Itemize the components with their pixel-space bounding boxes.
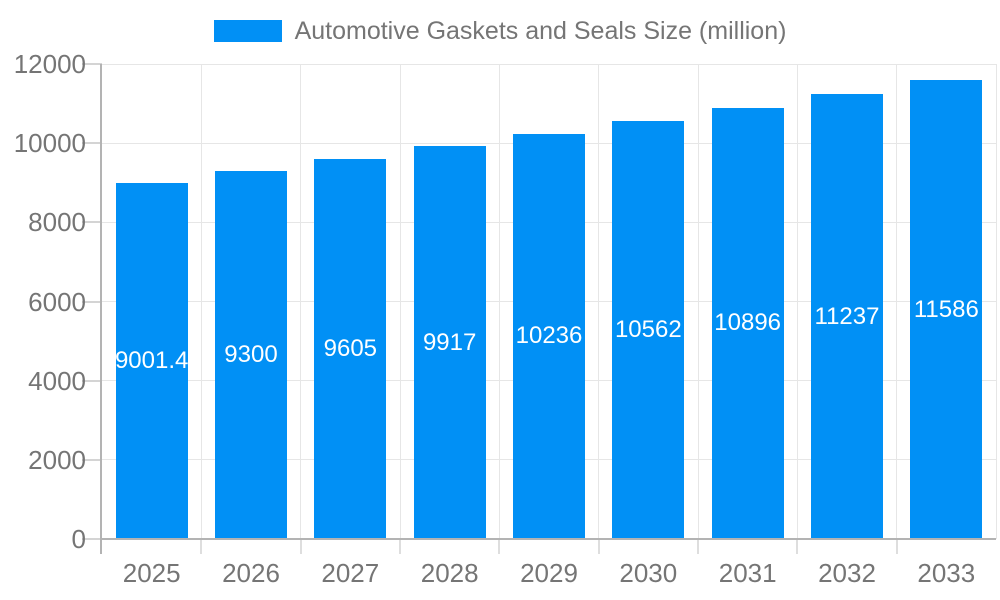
y-axis-tick [82, 379, 102, 382]
y-axis-tick [82, 142, 102, 145]
y-axis-label: 10000 [13, 128, 86, 159]
bar-value-label: 9001.4 [114, 346, 189, 374]
y-axis-line [100, 64, 102, 554]
x-axis-label: 2028 [420, 558, 479, 588]
bar-value-label: 11237 [814, 302, 880, 330]
x-axis-label: 2026 [222, 558, 280, 588]
x-axis-tick [697, 539, 699, 554]
gridline-v [995, 64, 997, 539]
bar-2031[interactable] [711, 107, 784, 539]
gridline-v [796, 64, 798, 539]
gridline-v [200, 64, 202, 539]
x-axis-label: 2029 [520, 558, 578, 588]
x-axis-label: 2025 [122, 558, 181, 588]
legend: Automotive Gaskets and Seals Size (milli… [0, 16, 1000, 46]
x-axis-label: 2027 [321, 558, 380, 588]
gridline-h [102, 63, 996, 65]
y-axis-tick [82, 458, 102, 461]
gridline-v [697, 64, 699, 539]
x-axis-label: 2031 [718, 558, 777, 588]
x-axis-tick [299, 539, 302, 554]
bar-2025[interactable] [115, 182, 188, 539]
gridline-v [300, 64, 302, 539]
x-axis-tick [498, 539, 501, 554]
y-axis-tick [82, 538, 102, 540]
x-axis-label: 2030 [619, 558, 678, 588]
gridline-v [498, 64, 500, 539]
x-axis-line [102, 538, 996, 540]
bar-2033[interactable] [910, 80, 983, 539]
bar-value-label: 9300 [224, 340, 278, 368]
x-axis-tick [200, 539, 203, 554]
x-axis-tick [796, 539, 799, 554]
x-axis-tick [399, 539, 401, 554]
x-axis-label: 2032 [818, 558, 876, 588]
y-axis-label: 0 [71, 524, 86, 554]
x-axis-tick [597, 539, 600, 554]
bar-value-label: 10236 [515, 322, 583, 350]
bar-value-label: 11586 [913, 295, 979, 323]
bar-2026[interactable] [215, 170, 287, 539]
x-axis-label: 2033 [917, 558, 976, 588]
bar-2029[interactable] [513, 133, 585, 539]
bar-2030[interactable] [612, 120, 685, 539]
y-axis-tick [82, 221, 102, 224]
bar-value-label: 9917 [422, 328, 477, 356]
y-axis-label: 2000 [28, 444, 86, 475]
gridline-v [598, 64, 600, 539]
bar-value-label: 10562 [614, 315, 682, 343]
y-axis-label: 4000 [28, 365, 86, 396]
legend-label: Automotive Gaskets and Seals Size (milli… [294, 16, 787, 45]
bar-value-label: 9605 [323, 334, 378, 362]
gridline-v [896, 64, 898, 539]
gridline-v [399, 64, 401, 539]
y-axis-tick [82, 63, 102, 65]
bar-2028[interactable] [413, 146, 486, 539]
bar-2032[interactable] [811, 94, 883, 539]
y-axis-label: 6000 [28, 286, 86, 317]
bar-2027[interactable] [314, 158, 387, 539]
y-axis-tick [82, 300, 102, 303]
y-axis-label: 12000 [13, 49, 86, 79]
y-axis-label: 8000 [28, 207, 86, 238]
legend-swatch [213, 20, 282, 42]
bar-value-label: 10896 [714, 309, 782, 337]
x-axis-tick [895, 539, 898, 554]
